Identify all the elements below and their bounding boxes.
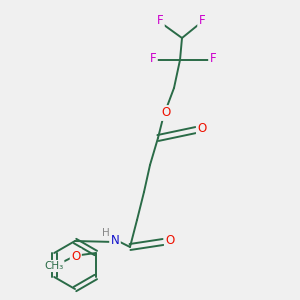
Text: F: F <box>150 52 156 64</box>
Text: N: N <box>111 233 119 247</box>
Text: O: O <box>165 233 175 247</box>
Text: F: F <box>199 14 205 26</box>
Text: O: O <box>71 250 80 262</box>
Text: F: F <box>157 14 163 26</box>
Text: CH₃: CH₃ <box>44 261 63 271</box>
Text: O: O <box>197 122 207 134</box>
Text: H: H <box>102 228 110 238</box>
Text: F: F <box>210 52 216 64</box>
Text: O: O <box>161 106 171 119</box>
